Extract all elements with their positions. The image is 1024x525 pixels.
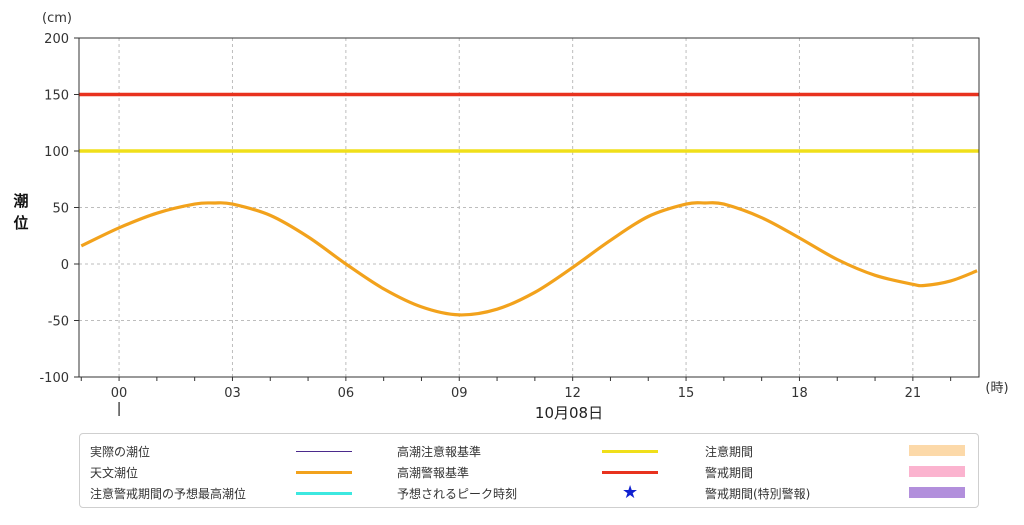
x-tick-label: 15	[678, 386, 695, 401]
date-label: 10月08日	[535, 404, 603, 422]
y-tick-label: 100	[44, 145, 69, 160]
legend: 実際の潮位天文潮位注意警戒期間の予想最高潮位 高潮注意報基準 高潮警報基準予想される…	[79, 433, 979, 508]
legend-line-swatch	[296, 470, 352, 474]
legend-period-swatch	[909, 466, 965, 477]
legend-period-swatch	[909, 487, 965, 498]
x-tick-label: 12	[564, 386, 581, 401]
legend-line-swatch	[602, 470, 658, 474]
x-tick-label: 09	[451, 386, 468, 401]
x-tick-label: 06	[338, 386, 355, 401]
y-tick-label: 0	[61, 258, 69, 273]
y-tick-label: 150	[44, 89, 69, 104]
legend-label: 注意期間	[705, 445, 754, 459]
legend-label: 実際の潮位	[90, 445, 151, 459]
legend-period-swatch	[909, 445, 965, 456]
legend-label: 高潮警報基準	[397, 466, 470, 480]
legend-line-swatch	[296, 450, 352, 452]
legend-label: 高潮注意報基準	[397, 445, 482, 459]
legend-label: 注意警戒期間の予想最高潮位	[90, 487, 247, 501]
legend-label: 警戒期間(特別警報)	[705, 487, 811, 501]
x-tick-label: 18	[791, 386, 808, 401]
legend-line-swatch	[296, 491, 352, 495]
y-axis-title-char: 潮	[13, 192, 28, 210]
x-tick-label: 00	[111, 386, 128, 401]
x-tick-label: 21	[905, 386, 922, 401]
tide-chart: 200 150 100 50 0 -50 -100 00 03 06 09 12 15 18 21 (cm) 潮…	[13, 11, 1008, 422]
y-tick-label: 50	[52, 202, 69, 217]
legend-label: 天文潮位	[90, 466, 139, 480]
y-axis-title-char: 位	[13, 214, 28, 232]
legend-label: 予想されるピーク時刻	[397, 487, 518, 501]
y-tick-label: -100	[39, 371, 69, 386]
x-unit-label: (時)	[985, 381, 1008, 396]
star-icon: ★	[622, 482, 639, 503]
y-tick-label: 200	[44, 32, 69, 47]
tide-curve	[80, 201, 978, 317]
x-tick-label: 03	[224, 386, 241, 401]
legend-line-swatch	[602, 449, 658, 453]
y-tick-label: -50	[48, 315, 69, 330]
plot-frame	[78, 37, 980, 378]
legend-label: 警戒期間	[705, 466, 754, 480]
y-unit-label: (cm)	[42, 11, 72, 26]
